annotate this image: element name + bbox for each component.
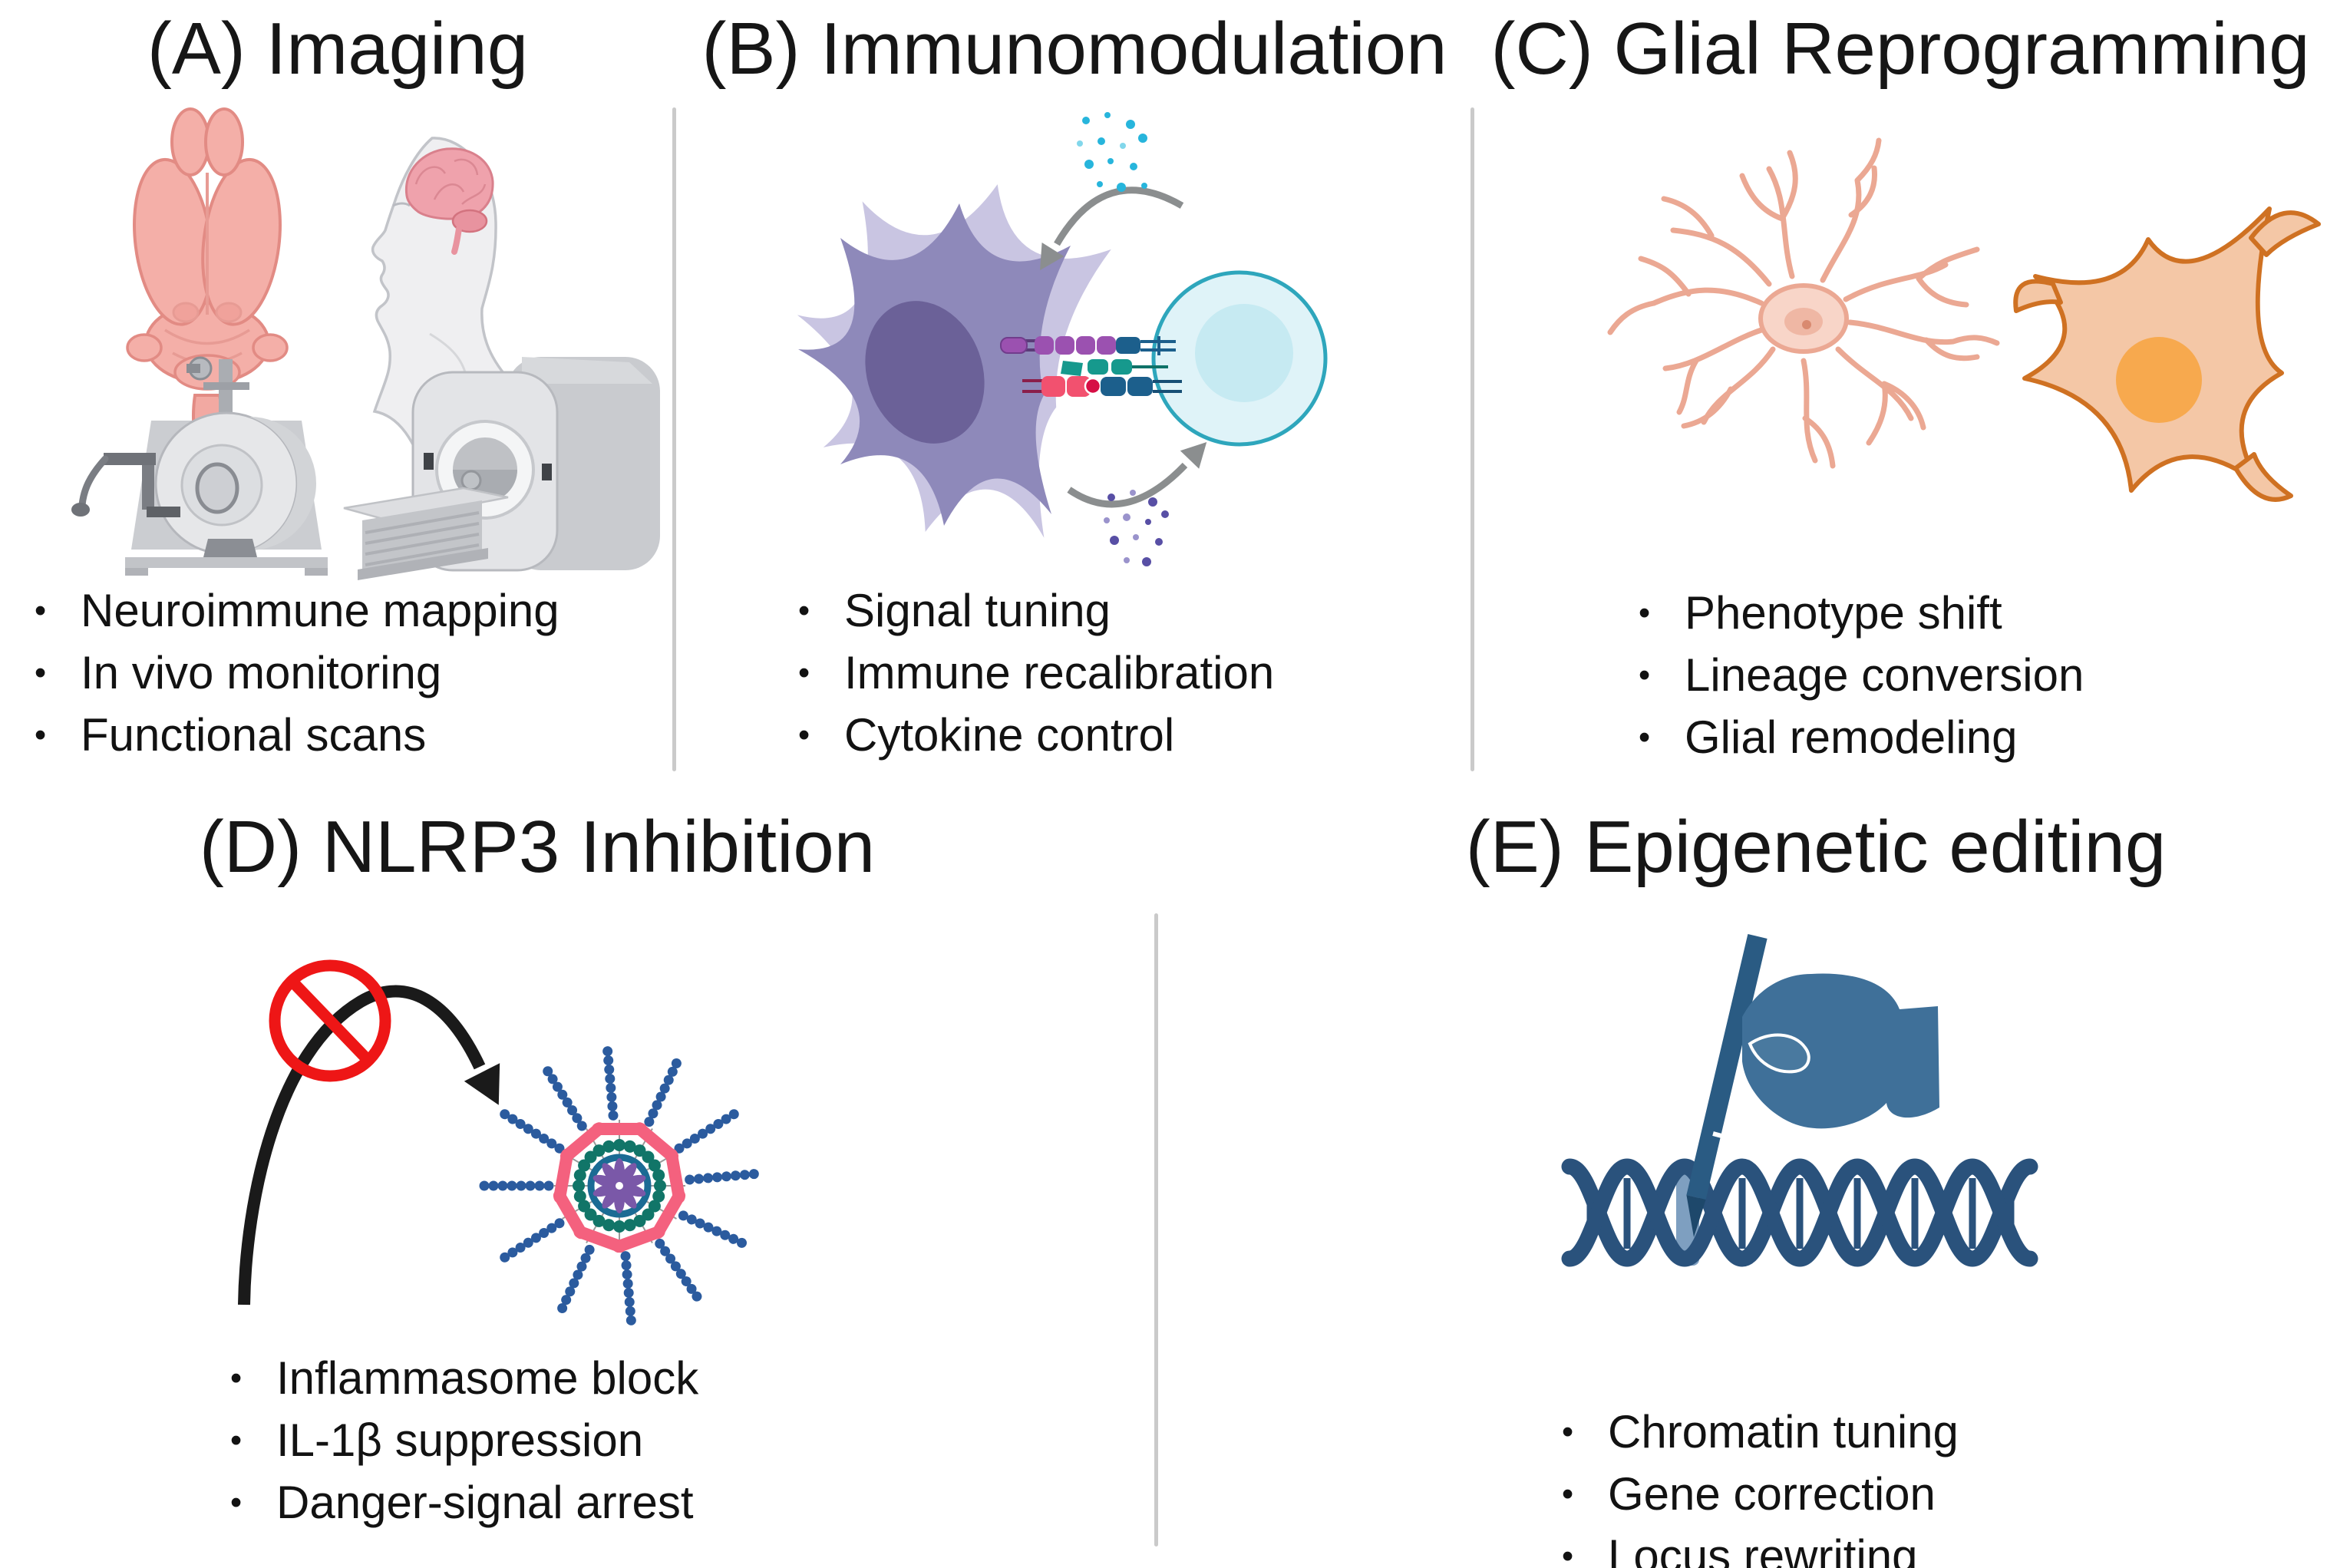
bullet-item: Glial remodeling bbox=[1639, 706, 2084, 769]
bullet-item: Locus rewriting bbox=[1562, 1525, 1959, 1568]
prohibition-icon bbox=[269, 959, 391, 1082]
panel-d-bullets: Inflammasome block IL-1β suppression Dan… bbox=[230, 1347, 698, 1534]
panel-immunomodulation: (B) Immunomodulation bbox=[675, 8, 1474, 767]
t-cell-icon bbox=[1151, 270, 1328, 447]
bullet-item: Chromatin tuning bbox=[1562, 1401, 1959, 1464]
imaging-illustration bbox=[71, 107, 660, 580]
bullet-item: Functional scans bbox=[35, 704, 559, 767]
immunomodulation-illustration bbox=[797, 112, 1328, 566]
bullet-item: Signal tuning bbox=[798, 579, 1274, 642]
panel-nlrp3-inhibition: (D) NLRP3 Inhibition bbox=[0, 806, 1074, 1534]
bullet-item: Cytokine control bbox=[798, 704, 1274, 767]
purple-star-core bbox=[591, 1158, 648, 1213]
hand-pen-icon bbox=[1686, 934, 1939, 1237]
panel-e-bullets: Chromatin tuning Gene correction Locus r… bbox=[1562, 1401, 1959, 1568]
nlrp3-inhibition-illustration bbox=[238, 959, 760, 1326]
dna-helix-icon bbox=[1561, 1158, 2038, 1267]
panel-a-bullets: Neuroimmune mapping In vivo monitoring F… bbox=[35, 579, 559, 767]
glial-reprogramming-illustration bbox=[1607, 137, 2321, 502]
curved-arrow-bottom-icon bbox=[1067, 433, 1216, 508]
divider-b-c bbox=[1470, 107, 1474, 771]
panel-a-title: (A) Imaging bbox=[147, 8, 529, 90]
bullet-item: Phenotype shift bbox=[1639, 582, 2084, 645]
reprogrammed-glial-cell-icon bbox=[2013, 206, 2321, 502]
human-mri-scanner-icon bbox=[343, 357, 660, 580]
panel-epigenetic-editing: (E) Epigenetic editing bbox=[1305, 806, 2327, 1568]
astrocyte-icon bbox=[1607, 137, 2000, 469]
panel-b-title: (B) Immunomodulation bbox=[701, 8, 1447, 90]
divider-d-e bbox=[1154, 913, 1158, 1547]
panel-glial-reprogramming: (C) Glial Reprogramming bbox=[1474, 8, 2327, 769]
bullet-item: Neuroimmune mapping bbox=[35, 579, 559, 642]
cytokine-dots-purple-icon bbox=[1104, 490, 1169, 566]
bullet-item: Immune recalibration bbox=[798, 642, 1274, 705]
cytokine-dots-cyan-icon bbox=[1077, 112, 1147, 192]
divider-a-b bbox=[672, 107, 676, 771]
epigenetic-editing-illustration bbox=[1561, 934, 2038, 1267]
inhibition-arrow-icon bbox=[238, 985, 500, 1306]
bullet-item: Lineage conversion bbox=[1639, 644, 2084, 707]
panel-c-title: (C) Glial Reprogramming bbox=[1490, 8, 2310, 90]
panel-e-title: (E) Epigenetic editing bbox=[1465, 806, 2167, 888]
panel-imaging: (A) Imaging bbox=[0, 8, 675, 767]
bullet-item: Gene correction bbox=[1562, 1463, 1959, 1526]
bullet-item: In vivo monitoring bbox=[35, 642, 559, 705]
panel-c-bullets: Phenotype shift Lineage conversion Glial… bbox=[1639, 582, 2084, 769]
panel-d-title: (D) NLRP3 Inhibition bbox=[199, 806, 876, 888]
bullet-item: Inflammasome block bbox=[230, 1347, 698, 1410]
nlrp3-inflammasome-icon bbox=[479, 1045, 760, 1326]
small-animal-mri-scanner-icon bbox=[71, 356, 328, 576]
curved-arrow-top-icon bbox=[1028, 187, 1184, 278]
bullet-item: Danger-signal arrest bbox=[230, 1471, 698, 1534]
bullet-item: IL-1β suppression bbox=[230, 1409, 698, 1472]
receptor-complexes-icon bbox=[1000, 336, 1182, 397]
panel-b-bullets: Signal tuning Immune recalibration Cytok… bbox=[798, 579, 1274, 767]
dendritic-cell-icon bbox=[797, 184, 1111, 538]
